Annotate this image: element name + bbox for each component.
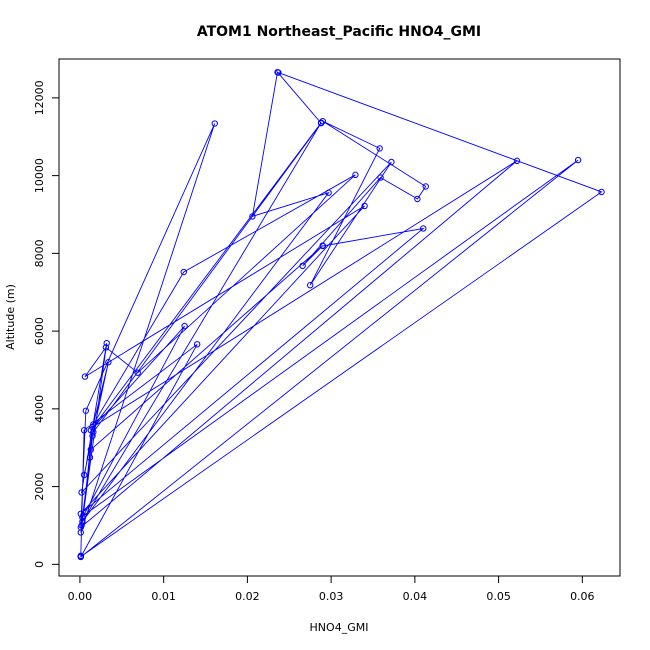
data-point xyxy=(90,428,97,436)
data-point xyxy=(180,268,187,276)
y-tick-label: 6000 xyxy=(33,317,46,345)
data-point xyxy=(103,339,110,347)
data-point xyxy=(274,69,281,76)
data-point xyxy=(422,183,429,190)
data-point xyxy=(319,117,326,125)
data-point xyxy=(78,489,85,496)
x-axis: 0.00 0.01 0.02 0.03 0.04 0.05 0.06 xyxy=(68,576,595,603)
y-tick-label: 12000 xyxy=(33,80,46,115)
data-point xyxy=(598,188,605,196)
data-point xyxy=(574,156,582,164)
data-point xyxy=(105,359,112,366)
data-point xyxy=(86,454,94,461)
data-point xyxy=(82,407,89,414)
x-axis-label: HNO4_GMI xyxy=(310,621,369,634)
data-point xyxy=(80,427,88,434)
data-point xyxy=(89,432,96,440)
data-point xyxy=(134,369,141,376)
chart-title: ATOM1 Northeast_Pacific HNO4_GMI xyxy=(197,24,481,40)
data-point xyxy=(80,471,88,479)
data-point xyxy=(376,145,383,152)
data-point xyxy=(325,189,332,196)
plot-frame xyxy=(58,58,621,577)
y-tick-label: 4000 xyxy=(33,395,46,423)
data-point xyxy=(377,174,384,181)
data-point xyxy=(299,262,306,269)
data-point xyxy=(81,373,89,380)
series-line xyxy=(80,71,603,558)
data-point xyxy=(361,202,368,210)
x-tick-label: 0.04 xyxy=(403,590,428,603)
y-axis: 0 2000 4000 6000 8000 10000 12000 xyxy=(33,80,59,568)
data-point xyxy=(352,171,359,179)
x-tick-label: 0.00 xyxy=(68,590,93,603)
data-point xyxy=(211,120,218,127)
data-point xyxy=(181,322,188,330)
x-tick-label: 0.01 xyxy=(151,590,176,603)
data-point xyxy=(87,446,95,453)
y-tick-label: 2000 xyxy=(33,473,46,501)
data-point xyxy=(90,421,97,428)
x-tick-label: 0.06 xyxy=(570,590,595,603)
data-point xyxy=(388,158,395,166)
series-layer xyxy=(77,69,605,561)
data-point xyxy=(319,242,326,250)
data-point xyxy=(77,529,84,536)
data-point xyxy=(78,522,85,529)
x-tick-label: 0.02 xyxy=(235,590,260,603)
x-tick-label: 0.03 xyxy=(319,590,344,603)
x-tick-label: 0.05 xyxy=(486,590,511,603)
data-point xyxy=(79,518,86,525)
y-tick-label: 10000 xyxy=(33,158,46,193)
data-point xyxy=(420,225,427,232)
data-point xyxy=(79,514,86,521)
data-point xyxy=(317,119,325,127)
data-point xyxy=(102,344,110,351)
y-axis-label: Altitude (m) xyxy=(4,284,17,350)
y-tick-label: 0 xyxy=(33,561,46,568)
data-point xyxy=(77,553,84,561)
data-point xyxy=(414,195,421,203)
data-point xyxy=(513,157,521,165)
data-point xyxy=(77,510,84,518)
data-point xyxy=(306,282,314,289)
y-tick-label: 8000 xyxy=(33,239,46,267)
data-point xyxy=(193,341,201,348)
data-point xyxy=(249,213,256,220)
